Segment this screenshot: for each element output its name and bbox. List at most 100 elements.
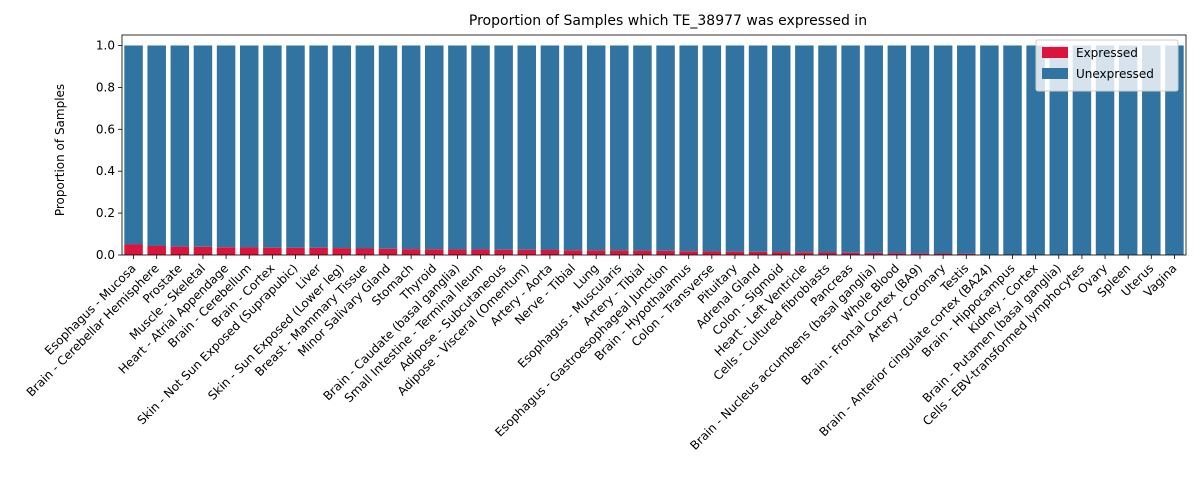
bar-unexpressed-43 — [1118, 45, 1138, 256]
y-tick-label: 0.4 — [96, 164, 115, 178]
bar-expressed-24 — [679, 251, 698, 255]
bar-unexpressed-2 — [170, 45, 190, 247]
bar-unexpressed-39 — [1026, 45, 1045, 256]
bar-expressed-36 — [957, 253, 976, 255]
bar-unexpressed-17 — [517, 45, 537, 250]
bar-unexpressed-27 — [748, 45, 768, 252]
bar-expressed-22 — [633, 250, 652, 255]
bar-expressed-7 — [286, 247, 305, 255]
bar-expressed-9 — [332, 248, 351, 255]
bar-expressed-15 — [471, 249, 490, 255]
y-tick-label: 0.8 — [96, 80, 115, 94]
bar-unexpressed-15 — [471, 45, 490, 250]
bar-unexpressed-23 — [656, 45, 675, 251]
bar-unexpressed-45 — [1165, 45, 1184, 256]
bar-unexpressed-33 — [887, 45, 907, 254]
bar-expressed-13 — [425, 249, 444, 255]
bar-unexpressed-13 — [425, 45, 444, 250]
y-tick-label: 1.0 — [96, 38, 115, 52]
bar-expressed-14 — [448, 249, 467, 255]
bar-unexpressed-16 — [494, 45, 513, 250]
bar-unexpressed-21 — [610, 45, 629, 251]
bar-unexpressed-40 — [1049, 45, 1069, 256]
bar-expressed-26 — [725, 251, 745, 255]
bar-unexpressed-32 — [864, 45, 883, 253]
bar-unexpressed-22 — [633, 45, 652, 251]
legend: Expressed Unexpressed — [1035, 39, 1179, 92]
bar-expressed-16 — [494, 249, 513, 255]
x-tick-label: Esophagus - Mucosa — [42, 261, 139, 358]
bar-expressed-25 — [702, 251, 722, 255]
bar-unexpressed-28 — [771, 45, 791, 253]
bar-unexpressed-38 — [1003, 45, 1022, 256]
bar-unexpressed-44 — [1142, 45, 1161, 256]
bar-expressed-31 — [841, 252, 860, 255]
legend-label-expressed: Expressed — [1076, 46, 1138, 60]
bar-unexpressed-20 — [586, 45, 606, 251]
bar-expressed-6 — [263, 247, 282, 255]
bar-expressed-0 — [124, 244, 143, 255]
bar-expressed-33 — [887, 253, 907, 255]
bar-unexpressed-5 — [239, 45, 259, 248]
bar-expressed-17 — [517, 249, 537, 255]
bar-expressed-19 — [563, 250, 583, 255]
bar-expressed-18 — [540, 249, 560, 255]
bar-unexpressed-14 — [448, 45, 467, 250]
bar-unexpressed-3 — [193, 45, 213, 247]
bar-expressed-3 — [193, 246, 213, 255]
bar-unexpressed-35 — [933, 45, 953, 254]
y-tick-label: 0.6 — [96, 122, 115, 136]
bar-unexpressed-24 — [679, 45, 698, 252]
bar-unexpressed-10 — [355, 45, 375, 249]
bar-expressed-2 — [170, 246, 190, 255]
bar-unexpressed-7 — [286, 45, 305, 248]
bar-expressed-34 — [910, 253, 930, 255]
bar-unexpressed-25 — [702, 45, 722, 252]
bar-unexpressed-29 — [795, 45, 814, 253]
bar-unexpressed-41 — [1072, 45, 1092, 256]
bar-expressed-23 — [656, 250, 675, 255]
plot-frame — [121, 34, 1187, 256]
bar-expressed-11 — [378, 248, 398, 255]
bar-unexpressed-36 — [957, 45, 976, 254]
bar-expressed-30 — [818, 252, 837, 255]
bar-unexpressed-4 — [216, 45, 236, 248]
bar-unexpressed-26 — [725, 45, 745, 252]
bar-expressed-1 — [147, 245, 166, 255]
chart-title: Proportion of Samples which TE_38977 was… — [469, 13, 867, 29]
bar-unexpressed-34 — [910, 45, 930, 254]
bar-unexpressed-9 — [332, 45, 351, 249]
bar-expressed-10 — [355, 248, 375, 255]
bar-unexpressed-30 — [818, 45, 837, 253]
legend-frame — [1035, 39, 1179, 92]
bar-expressed-20 — [586, 250, 606, 255]
y-tick-label: 0.0 — [96, 248, 115, 262]
bar-unexpressed-31 — [841, 45, 860, 253]
bar-unexpressed-19 — [563, 45, 583, 251]
bar-unexpressed-42 — [1095, 45, 1115, 256]
bar-expressed-29 — [795, 252, 814, 255]
bar-unexpressed-18 — [540, 45, 560, 250]
bar-expressed-28 — [771, 252, 791, 255]
legend-label-unexpressed: Unexpressed — [1076, 67, 1154, 81]
bar-expressed-4 — [216, 247, 236, 255]
bar-unexpressed-8 — [309, 45, 328, 248]
bar-unexpressed-1 — [147, 45, 166, 246]
bar-expressed-32 — [864, 252, 883, 255]
bars-layer — [124, 45, 1184, 256]
bar-unexpressed-12 — [401, 45, 421, 250]
bar-expressed-8 — [309, 247, 328, 255]
legend-swatch-expressed — [1042, 47, 1068, 58]
bar-unexpressed-0 — [124, 45, 143, 245]
bar-unexpressed-37 — [980, 45, 999, 256]
y-axis-label: Proportion of Samples — [53, 84, 67, 216]
bar-expressed-21 — [610, 250, 629, 255]
bar-unexpressed-11 — [378, 45, 398, 249]
legend-swatch-unexpressed — [1042, 68, 1068, 79]
bar-expressed-35 — [933, 253, 953, 255]
bar-expressed-5 — [239, 247, 259, 255]
bar-expressed-27 — [748, 251, 768, 255]
y-tick-label: 0.2 — [96, 206, 115, 220]
